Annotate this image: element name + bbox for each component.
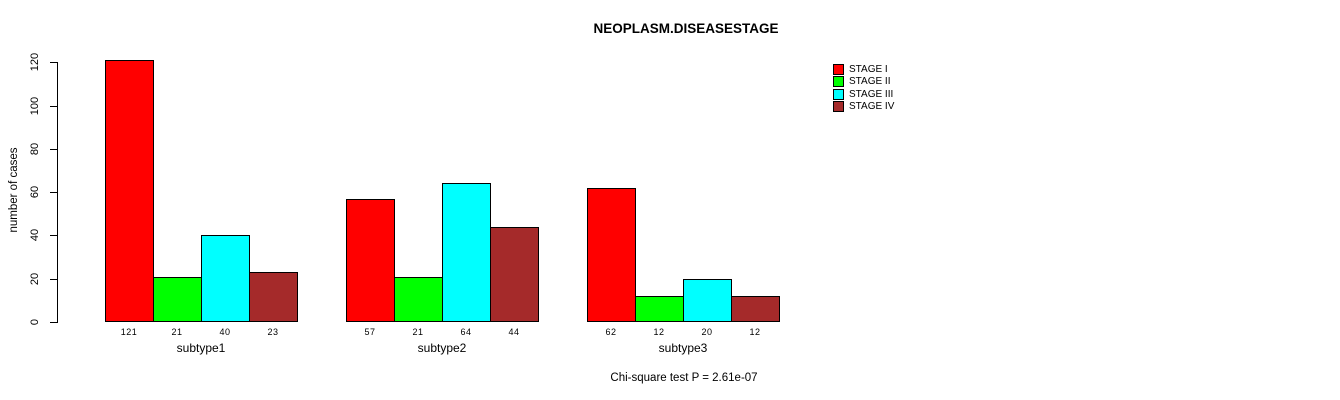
legend: STAGE I STAGE II STAGE III STAGE IV [833, 63, 894, 113]
legend-item: STAGE IV [833, 101, 894, 114]
y-axis-line [57, 62, 58, 323]
y-tick-label: 80 [29, 142, 41, 156]
bar-stage-ii [635, 296, 684, 322]
y-tick-label: 20 [29, 272, 41, 286]
y-axis-tick [50, 192, 57, 193]
bar-stage-iii [442, 183, 491, 322]
y-axis-tick [50, 149, 57, 150]
bar-value-label: 64 [460, 327, 472, 337]
bar-stage-iv [249, 272, 298, 322]
x-category-label: subtype2 [417, 341, 467, 355]
bar-value-label: 57 [364, 327, 376, 337]
bar-value-label: 12 [653, 327, 665, 337]
y-axis-label: number of cases [8, 147, 20, 233]
bar-value-label: 121 [120, 327, 138, 337]
legend-item: STAGE III [833, 88, 894, 101]
legend-swatch-icon [833, 63, 844, 75]
x-category-label: subtype3 [658, 341, 708, 355]
bar-stage-i [105, 60, 154, 322]
bar-stage-i [587, 188, 636, 322]
bar-value-label: 44 [508, 327, 520, 337]
y-tick-label: 60 [29, 185, 41, 199]
bar-value-label: 20 [701, 327, 713, 337]
legend-swatch-icon [833, 88, 844, 100]
y-axis-tick [50, 62, 57, 63]
bar-stage-ii [394, 277, 443, 322]
y-tick-label: 40 [29, 228, 41, 242]
chart-title: NEOPLASM.DISEASESTAGE [593, 21, 779, 36]
legend-label: STAGE IV [849, 101, 895, 113]
bar-stage-iii [201, 235, 250, 322]
bar-value-label: 12 [749, 327, 761, 337]
bar-stage-i [346, 199, 395, 322]
x-category-label: subtype1 [176, 341, 226, 355]
bar-stage-iv [731, 296, 780, 322]
legend-label: STAGE I [849, 63, 888, 75]
bar-stage-ii [153, 277, 202, 322]
legend-item: STAGE I [833, 63, 894, 76]
y-axis-tick [50, 235, 57, 236]
y-tick-label: 0 [29, 318, 41, 326]
y-axis-tick [50, 322, 57, 323]
legend-label: STAGE III [849, 88, 894, 100]
y-tick-label: 100 [29, 96, 41, 116]
bar-value-label: 21 [412, 327, 424, 337]
legend-swatch-icon [833, 101, 844, 113]
bar-value-label: 40 [219, 327, 231, 337]
y-tick-label: 120 [29, 52, 41, 72]
chi-square-annotation: Chi-square test P = 2.61e-07 [610, 372, 758, 384]
legend-item: STAGE II [833, 76, 894, 89]
bar-value-label: 23 [267, 327, 279, 337]
bar-value-label: 21 [171, 327, 183, 337]
bar-stage-iii [683, 279, 732, 322]
legend-label: STAGE II [849, 76, 891, 88]
y-axis-tick [50, 279, 57, 280]
bar-value-label: 62 [605, 327, 617, 337]
legend-swatch-icon [833, 76, 844, 88]
y-axis-tick [50, 106, 57, 107]
bar-stage-iv [490, 227, 539, 322]
